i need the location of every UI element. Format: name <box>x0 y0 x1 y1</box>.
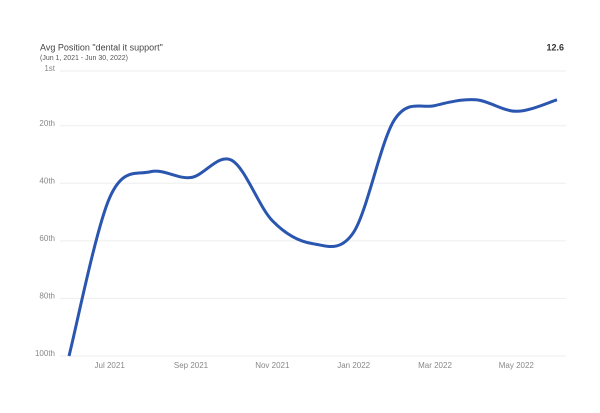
x-tick-label: Mar 2022 <box>418 361 452 370</box>
chart-title: Avg Position "dental it support" <box>40 42 163 52</box>
y-tick-label: 40th <box>39 176 55 185</box>
data-line <box>67 98 558 357</box>
chart-subtitle: (Jun 1, 2021 - Jun 30, 2022) <box>40 55 128 62</box>
x-tick-label: Sep 2021 <box>174 361 209 370</box>
x-tick-label: Jul 2021 <box>95 361 126 370</box>
x-tick-label: May 2022 <box>499 361 535 370</box>
y-tick-label: 1st <box>44 64 55 73</box>
x-tick-label: Nov 2021 <box>255 361 290 370</box>
y-tick-label: 20th <box>39 119 55 128</box>
headline-value: 12.6 <box>546 42 564 52</box>
x-tick-label: Jan 2022 <box>337 361 370 370</box>
y-tick-label: 80th <box>39 292 55 301</box>
y-tick-label: 60th <box>39 234 55 243</box>
y-tick-label: 100th <box>35 349 55 358</box>
